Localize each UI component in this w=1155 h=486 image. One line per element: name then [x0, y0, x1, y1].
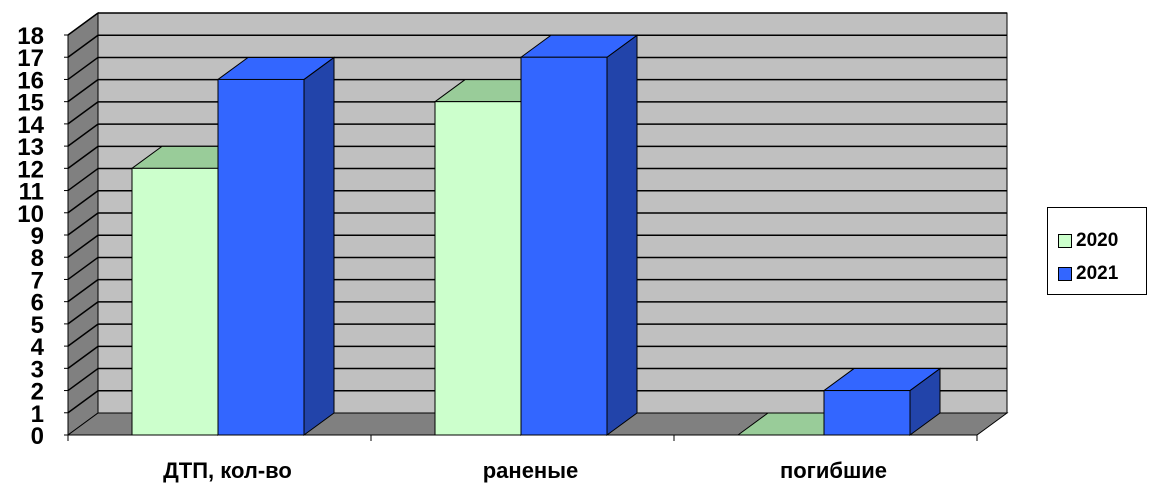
legend-swatch-2021 — [1058, 267, 1072, 281]
legend-swatch-2020 — [1058, 234, 1072, 248]
y-tick-label: 14 — [17, 112, 44, 139]
y-tick-label: 4 — [31, 334, 45, 361]
gridline-side — [67, 390, 99, 414]
bar-front — [823, 390, 911, 436]
gridline-side — [67, 367, 99, 392]
gridline-side — [67, 101, 99, 125]
y-tick-label: 2 — [31, 379, 44, 406]
y-tick-label: 1 — [31, 401, 44, 428]
bar-2021-1 — [216, 56, 336, 436]
bar-side — [606, 34, 638, 436]
gridline-side — [67, 279, 99, 303]
gridline-side — [67, 301, 99, 325]
bar-front — [520, 56, 608, 436]
gridline-side — [67, 190, 99, 214]
gridline-side — [67, 167, 99, 192]
y-tick-label: 15 — [17, 90, 44, 117]
gridline-side — [67, 123, 99, 147]
bars — [130, 34, 942, 436]
y-tick-label: 7 — [31, 267, 44, 294]
gridline-side — [67, 212, 99, 236]
gridline-side — [67, 145, 99, 169]
gridline-side — [67, 323, 99, 347]
legend-label-2021: 2021 — [1076, 263, 1119, 284]
gridline-side — [67, 79, 99, 103]
gridline-side — [67, 234, 99, 258]
y-tick-label: 12 — [17, 156, 44, 183]
bar-front — [217, 78, 305, 436]
x-axis: ДТП, кол-во раненые погибшие — [67, 434, 978, 483]
y-tick-label: 17 — [17, 45, 44, 72]
y-tick-label: 0 — [31, 423, 44, 450]
gridline-side — [67, 256, 99, 281]
y-tick-label: 10 — [17, 201, 44, 228]
bar-front — [434, 101, 522, 436]
y-tick-label: 5 — [31, 312, 44, 339]
y-tick-label: 18 — [17, 23, 44, 50]
y-tick-label: 9 — [31, 223, 44, 250]
y-tick-label: 8 — [31, 245, 44, 272]
y-tick-label: 3 — [31, 356, 44, 383]
gridline-side — [67, 345, 99, 369]
y-tick-label: 13 — [17, 134, 44, 161]
gridline-side — [67, 34, 99, 58]
y-tick-label: 6 — [31, 290, 44, 317]
legend-item-2021: 2021 — [1058, 263, 1118, 285]
gridline-side — [67, 56, 99, 81]
legend-label-2020: 2020 — [1076, 230, 1119, 251]
gridline-side — [67, 12, 99, 36]
y-tick-label: 16 — [17, 67, 44, 94]
bar-side — [303, 56, 335, 436]
bar-front — [131, 167, 219, 436]
x-tick-label: ДТП, кол-во — [163, 458, 292, 483]
legend: 2020 2021 — [1047, 207, 1147, 295]
y-tick-label: 11 — [19, 179, 44, 206]
x-tick-label: раненые — [483, 458, 579, 483]
x-tick-label: погибшие — [780, 458, 887, 483]
bar-2021-2 — [519, 34, 639, 436]
legend-item-2020: 2020 — [1058, 230, 1118, 252]
bar-2021-3 — [822, 367, 942, 436]
